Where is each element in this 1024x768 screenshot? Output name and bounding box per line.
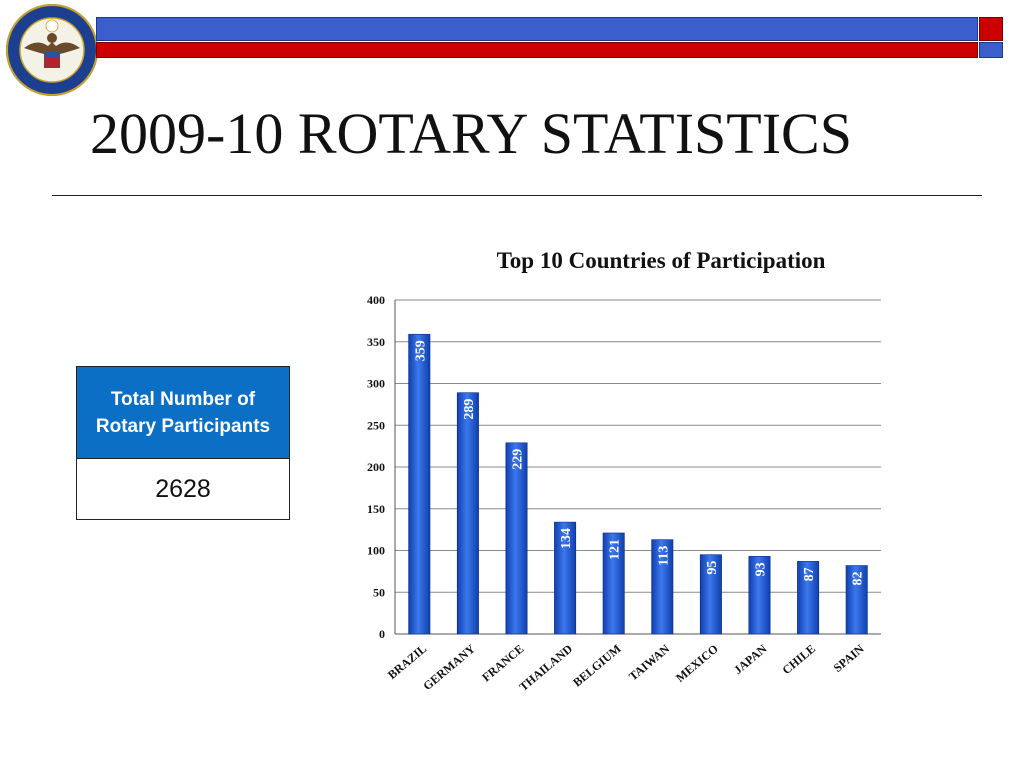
bar bbox=[845, 565, 868, 635]
bar bbox=[699, 554, 722, 635]
data-label: 87 bbox=[802, 567, 817, 581]
y-tick-label: 0 bbox=[379, 627, 385, 641]
x-tick-label: SPAIN bbox=[831, 641, 867, 675]
x-tick-label: TAIWAN bbox=[626, 641, 672, 683]
data-label: 95 bbox=[705, 561, 720, 575]
participation-bar-chart: Top 10 Countries of Participation 0 50 100… bbox=[367, 248, 881, 694]
bar bbox=[408, 333, 431, 635]
header-band-red bbox=[96, 42, 978, 58]
total-participants-value: 2628 bbox=[155, 474, 211, 503]
data-label: 229 bbox=[511, 449, 526, 470]
header-band-blue bbox=[96, 17, 978, 41]
y-tick-label: 350 bbox=[367, 335, 385, 349]
data-label: 93 bbox=[754, 562, 769, 576]
chart-title: Top 10 Countries of Participation bbox=[497, 248, 826, 273]
x-tick-label: JAPAN bbox=[731, 641, 770, 677]
bar bbox=[554, 521, 577, 635]
data-label: 289 bbox=[462, 399, 477, 420]
data-label: 113 bbox=[656, 546, 671, 566]
bar bbox=[797, 561, 820, 635]
bar bbox=[456, 392, 479, 635]
x-tick-label: THAILAND bbox=[516, 641, 575, 694]
total-participants-box: Total Number of Rotary Participants 2628 bbox=[76, 366, 290, 520]
corner-square-blue bbox=[979, 42, 1003, 58]
bar bbox=[651, 539, 674, 635]
bar bbox=[748, 556, 771, 635]
y-tick-label: 300 bbox=[367, 377, 385, 391]
y-tick-label: 200 bbox=[367, 460, 385, 474]
slide-title: 2009-10 ROTARY STATISTICS bbox=[90, 101, 852, 166]
x-tick-label: BELGIUM bbox=[570, 642, 623, 690]
department-of-state-seal-icon bbox=[6, 4, 98, 96]
data-label: 121 bbox=[608, 539, 623, 560]
x-tick-label: FRANCE bbox=[479, 642, 526, 685]
data-label: 359 bbox=[413, 340, 428, 361]
y-tick-label: 400 bbox=[367, 293, 385, 307]
y-tick-label: 150 bbox=[367, 502, 385, 516]
y-tick-label: 250 bbox=[367, 418, 385, 432]
x-tick-label: MEXICO bbox=[673, 642, 721, 685]
bar bbox=[602, 532, 625, 635]
corner-square-red bbox=[979, 17, 1003, 41]
x-tick-label: BRAZIL bbox=[385, 642, 429, 682]
y-tick-label: 100 bbox=[367, 544, 385, 558]
x-tick-label: CHILE bbox=[779, 642, 818, 678]
bar bbox=[505, 442, 528, 635]
total-participants-header: Total Number of Rotary Participants bbox=[77, 367, 289, 459]
data-label: 82 bbox=[851, 572, 866, 586]
x-tick-label: GERMANY bbox=[420, 641, 478, 693]
data-label: 134 bbox=[559, 528, 574, 549]
y-tick-label: 50 bbox=[373, 585, 385, 599]
title-divider bbox=[52, 195, 982, 196]
